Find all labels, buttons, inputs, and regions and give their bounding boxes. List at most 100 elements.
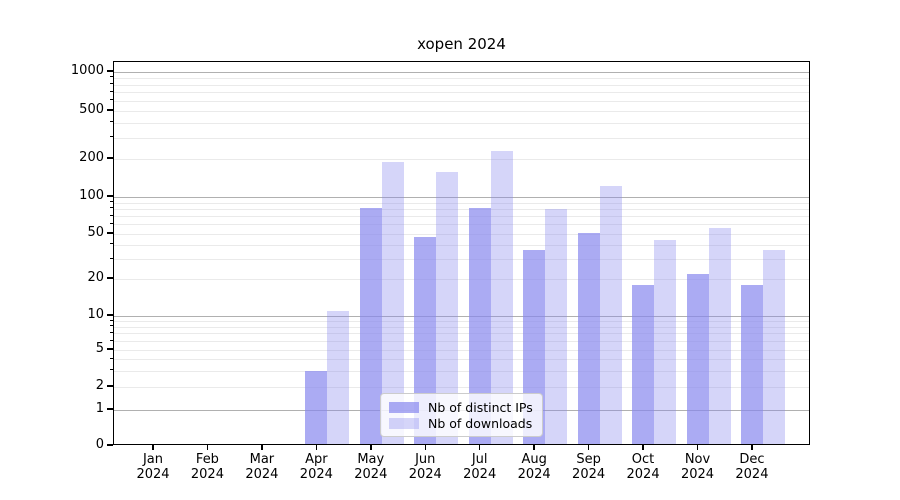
x-tick-label-jul: Jul 2024 <box>463 452 497 482</box>
x-tick-label-nov: Nov 2024 <box>680 452 715 482</box>
gridline-minor <box>114 159 809 160</box>
y-tick-mark-minor <box>109 222 113 224</box>
y-tick-mark <box>107 157 113 159</box>
y-tick-label: 1000 <box>70 63 104 78</box>
y-tick-mark <box>107 408 113 410</box>
bar-downloads-dec <box>762 250 785 444</box>
y-tick-mark-minor <box>109 325 113 327</box>
x-tick-mark <box>587 445 590 450</box>
legend-swatch-ips <box>389 402 419 413</box>
y-tick-mark-minor <box>109 214 113 216</box>
bar-ips-nov <box>686 274 709 444</box>
y-tick-label: 10 <box>87 307 104 322</box>
y-tick-mark-minor <box>109 201 113 203</box>
bar-ips-jun <box>414 237 437 444</box>
y-tick-mark-minor <box>109 207 113 209</box>
gridline-minor <box>114 244 809 246</box>
gridline-minor <box>114 326 809 328</box>
x-tick-label-oct: Oct 2024 <box>626 452 660 482</box>
y-tick-mark <box>107 348 113 350</box>
legend-swatch-downloads <box>389 418 419 429</box>
x-tick-label-may: May 2024 <box>354 452 388 482</box>
x-tick-label-aug: Aug 2024 <box>517 452 551 482</box>
gridline-minor <box>114 92 809 94</box>
gridline-major <box>114 197 809 198</box>
gridline-minor <box>114 84 809 86</box>
x-tick-mark <box>424 445 426 450</box>
y-tick-mark-minor <box>109 331 113 333</box>
bar-downloads-apr <box>327 310 350 444</box>
y-tick-mark <box>107 314 113 316</box>
bar-ips-sep <box>577 232 600 444</box>
y-tick-label: 100 <box>79 188 104 203</box>
gridline-minor <box>114 202 809 204</box>
y-tick-mark-minor <box>109 90 113 92</box>
bar-downloads-sep <box>599 186 622 444</box>
bar-ips-oct <box>632 284 655 444</box>
gridline-minor <box>114 122 809 124</box>
y-tick-mark <box>107 232 113 234</box>
bar-downloads-nov <box>708 227 731 444</box>
y-tick-mark-minor <box>109 121 113 123</box>
gridline-minor <box>114 216 809 218</box>
x-tick-mark <box>642 445 644 450</box>
x-tick-label-jan: Jan 2024 <box>136 452 170 482</box>
y-tick-label: 20 <box>87 270 104 285</box>
x-tick-mark <box>478 445 481 450</box>
x-tick-label-mar: Mar 2024 <box>245 452 279 482</box>
y-tick-mark-minor <box>109 136 113 138</box>
legend-label-distinct-ips: Nb of distinct IPs <box>428 400 533 415</box>
x-tick-label-feb: Feb 2024 <box>190 452 224 482</box>
gridline-minor <box>114 333 809 335</box>
y-tick-mark-minor <box>109 357 113 359</box>
x-tick-mark <box>261 445 263 450</box>
gridline-major <box>114 72 809 73</box>
x-tick-mark <box>315 445 318 450</box>
y-tick-mark <box>107 70 113 72</box>
gridline-minor <box>114 259 809 261</box>
gridline-minor <box>114 100 809 102</box>
bar-downloads-jun <box>436 171 459 444</box>
gridline-minor <box>114 350 809 351</box>
legend: Nb of distinct IPs Nb of downloads <box>380 393 543 437</box>
y-tick-label: 0 <box>95 437 104 452</box>
y-tick-mark-minor <box>109 319 113 321</box>
gridline-minor <box>114 341 809 343</box>
bar-downloads-jul <box>490 150 513 444</box>
x-tick-mark <box>206 445 209 450</box>
y-tick-label: 50 <box>87 225 104 240</box>
y-tick-label: 2 <box>95 378 104 393</box>
bar-ips-dec <box>740 284 763 444</box>
y-tick-mark-minor <box>109 99 113 101</box>
y-tick-mark <box>107 195 113 197</box>
bar-downloads-aug <box>545 208 568 444</box>
chart-title: xopen 2024 <box>417 35 506 53</box>
y-tick-mark-minor <box>109 369 113 371</box>
gridline-minor <box>114 279 809 280</box>
legend-label-downloads: Nb of downloads <box>428 416 533 431</box>
gridline-minor <box>114 137 809 139</box>
gridline-minor <box>114 234 809 235</box>
x-tick-label-apr: Apr 2024 <box>299 452 333 482</box>
y-tick-mark <box>107 385 113 387</box>
y-tick-mark <box>107 109 113 111</box>
y-tick-mark-minor <box>109 76 113 78</box>
gridline-minor <box>114 77 809 79</box>
x-tick-label-dec: Dec 2024 <box>735 452 769 482</box>
gridline-minor <box>114 370 809 372</box>
x-tick-mark <box>533 445 535 450</box>
x-tick-label-sep: Sep 2024 <box>572 452 606 482</box>
bar-ips-apr <box>305 370 328 444</box>
gridline-minor <box>114 387 809 388</box>
gridline-minor <box>114 208 809 210</box>
y-tick-label: 200 <box>79 150 104 165</box>
y-tick-label: 5 <box>95 341 104 356</box>
y-tick-mark-minor <box>109 243 113 245</box>
x-tick-mark <box>370 445 372 450</box>
gridline-minor <box>114 224 809 226</box>
bar-ips-may <box>359 207 382 444</box>
legend-item-downloads: Nb of downloads <box>389 416 534 431</box>
y-tick-mark-minor <box>109 83 113 85</box>
bar-downloads-may <box>381 161 404 444</box>
